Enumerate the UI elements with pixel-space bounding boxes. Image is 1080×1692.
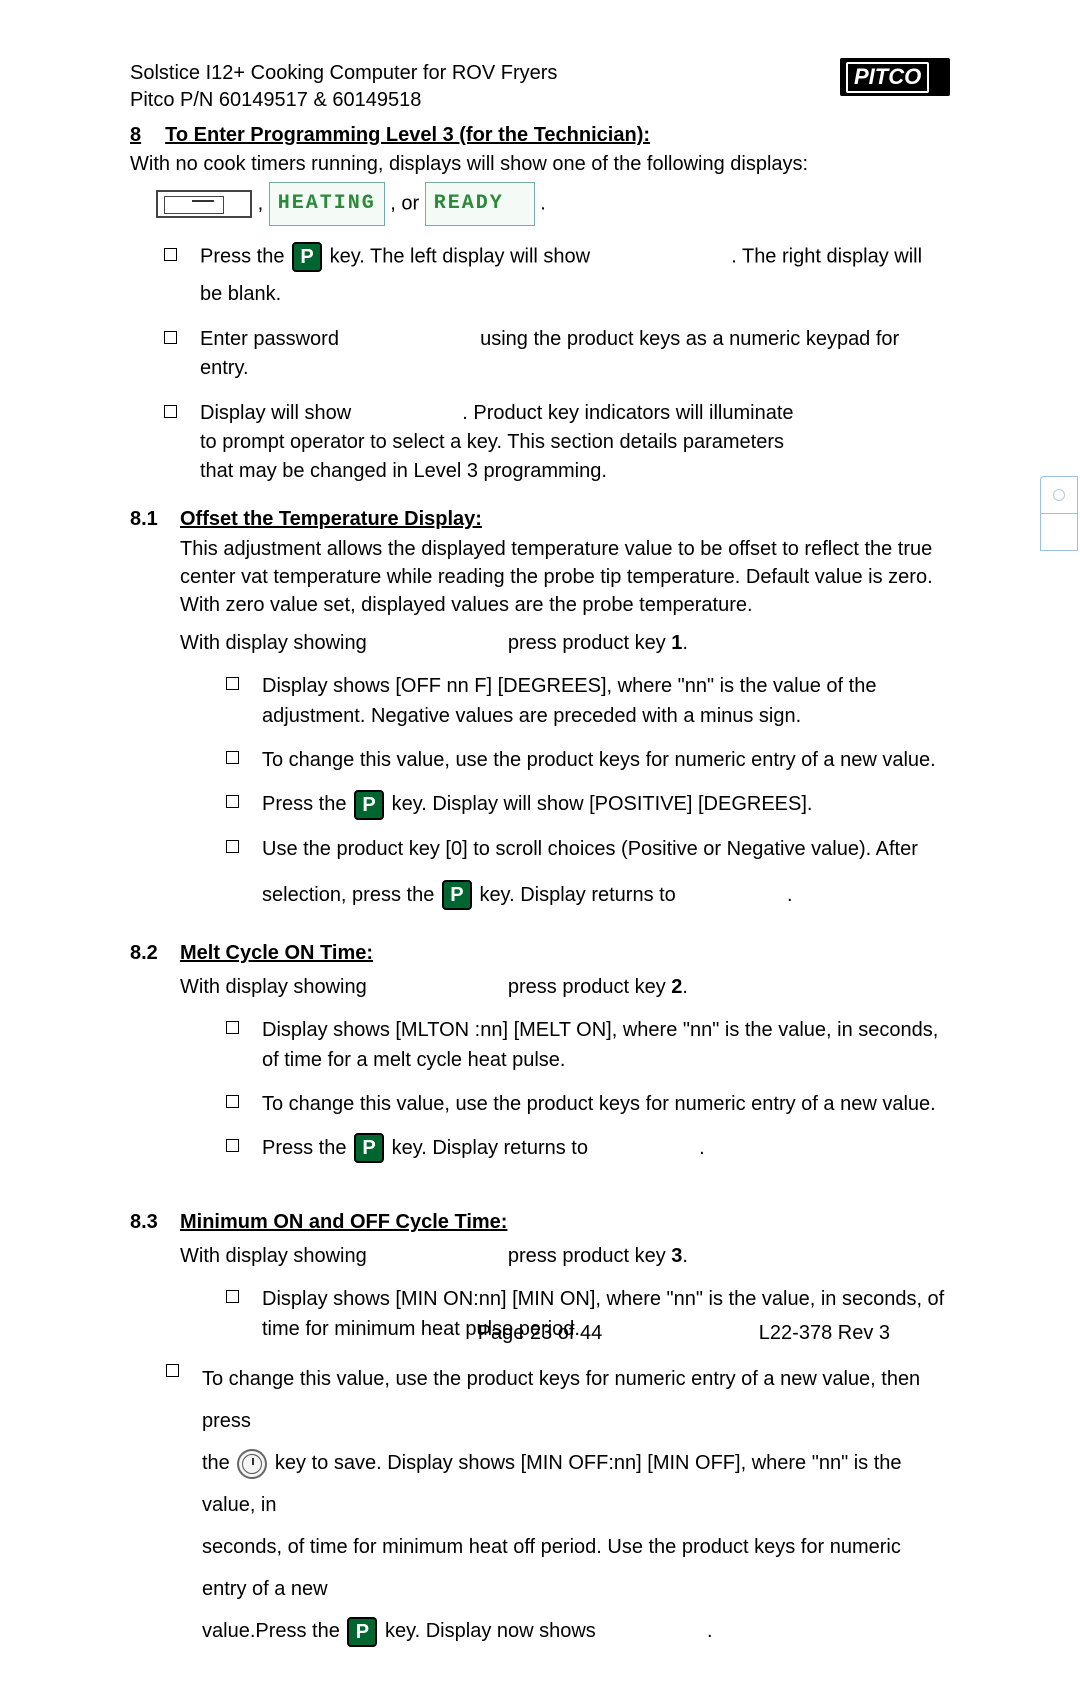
brand-logo-text: PITCO [846,62,929,93]
s81-intro: This adjustment allows the displayed tem… [180,535,950,619]
s82-b1: Display shows [MLTON :nn] [MELT ON], whe… [262,1015,950,1075]
footer-right: L22-378 Rev 3 [759,1322,890,1345]
footer-center: Page 23 of 44 [478,1322,603,1345]
s83-b2-l4b: key. Display now shows [385,1620,601,1642]
s81-b4-l2a: selection, press the [262,884,440,906]
s83-b2: To change this value, use the product ke… [202,1358,950,1652]
s81-b4-end: . [787,884,793,906]
comma-1: , [258,192,269,214]
s81-list: Display shows [OFF nn F] [DEGREES], wher… [162,671,950,916]
s82-num: 8.2 [130,942,180,965]
s82-title-text: Melt Cycle ON Time: [180,942,373,964]
p-key-icon: P [354,790,384,820]
section-81-title: 8.1Offset the Temperature Display: [130,508,950,531]
s81-kn: 1 [671,632,682,654]
side-tab-2[interactable] [1040,513,1078,551]
s82-withline: With display showing press product key 2… [180,973,950,1001]
s82-wd: With display showing [180,976,367,998]
s82-b2: To change this value, use the product ke… [262,1089,950,1119]
lcd-heating: HEATING [269,182,385,226]
side-tabs [1040,476,1080,549]
side-tab-1[interactable] [1040,476,1078,514]
s83-kn: 3 [671,1245,682,1267]
s81-b1: Display shows [OFF nn F] [DEGREES], wher… [262,671,932,731]
timer-key-icon [237,1449,267,1479]
section-8-title-text: To Enter Programming Level 3 (for the Te… [165,124,650,147]
s8-i1-l2: be blank. [200,280,950,309]
s81-wd: With display showing [180,632,367,654]
s83-title-text: Minimum ON and OFF Cycle Time: [180,1211,507,1233]
s8-i1-post: . The right display will [731,245,922,267]
p-key-icon: P [442,880,472,910]
s83-wd: With display showing [180,1245,367,1267]
s8-i3-a: Display will show [200,402,351,424]
s81-b2: To change this value, use the product ke… [262,745,950,775]
s83-withline: With display showing press product key 3… [180,1242,950,1270]
s82-pk: press product key [508,976,671,998]
s81-withline: With display showing press product key 1… [180,629,950,657]
s83-pk: press product key [508,1245,671,1267]
s8-i2-a: Enter password [200,328,339,350]
s82-b3-pre: Press the [262,1137,352,1159]
s81-pk: press product key [508,632,671,654]
s8-item-3: Display will show . Product key indicato… [200,399,950,486]
p-key-icon: P [292,242,322,272]
s83-b2-end: . [707,1620,713,1642]
s83-num: 8.3 [130,1211,180,1234]
s8-item-1: Press the P key. The left display will s… [200,242,950,309]
s81-title-text: Offset the Temperature Display: [180,508,482,530]
s82-kn: 2 [671,976,682,998]
s8-i1-mid: key. The left display will show [330,245,590,267]
display-icon [156,190,252,218]
s83-b2-l4a: value.Press the [202,1620,345,1642]
section-8-list: Press the P key. The left display will s… [130,242,950,486]
display-options-row: , HEATING , or READY . [130,182,950,226]
s81-num: 8.1 [130,508,180,531]
s81-b4: Use the product key [0] to scroll choice… [262,834,950,916]
s81-b3-pre: Press the [262,793,352,815]
s81-b4-l2b: key. Display returns to [479,884,681,906]
lcd-ready: READY [425,182,535,226]
period-1: . [540,192,546,214]
s83-b2-l2a: the [202,1452,235,1474]
s82-list: Display shows [MLTON :nn] [MELT ON], whe… [162,1015,950,1164]
section-8-num: 8 [130,124,141,147]
p-key-icon: P [354,1133,384,1163]
header-line-2: Pitco P/N 60149517 & 60149518 [130,87,950,114]
s8-i1-pre: Press the [200,245,290,267]
footer: Page 23 of 44 L22-378 Rev 3 [0,1322,1080,1345]
s82-b3-end: . [699,1137,705,1159]
section-8-title: 8 To Enter Programming Level 3 (for the … [130,124,950,147]
section-8-intro: With no cook timers running, displays wi… [130,151,950,178]
s81-b4-l1: Use the product key [0] to scroll choice… [262,834,950,864]
s82-b3-post: key. Display returns to [392,1137,594,1159]
p-key-icon: P [347,1617,377,1647]
brand-logo: PITCO [840,58,950,96]
s83-b2-l2b: key to save. Display shows [MIN OFF:nn] … [202,1452,902,1516]
s81-b3: Press the P key. Display will show [POSI… [262,789,950,820]
s8-i3-c: to prompt operator to select a key. This… [200,428,820,486]
s8-i3-b: . Product key indicators will illuminate [462,402,793,424]
header-line-1: Solstice I12+ Cooking Computer for ROV F… [130,60,950,87]
s82-b3: Press the P key. Display returns to . [262,1133,950,1164]
s83-b2-l3: seconds, of time for minimum heat off pe… [202,1526,950,1610]
s83-list2: To change this value, use the product ke… [202,1358,950,1652]
or-text: , or [390,192,419,214]
section-83-title: 8.3Minimum ON and OFF Cycle Time: [130,1211,950,1234]
page-content: Solstice I12+ Cooking Computer for ROV F… [0,0,1080,1692]
s83-b2-l1: To change this value, use the product ke… [202,1358,950,1442]
s8-item-2: Enter password using the product keys as… [200,325,950,383]
s81-b3-post: key. Display will show [POSITIVE] [DEGRE… [392,793,813,815]
section-82-title: 8.2Melt Cycle ON Time: [130,942,950,965]
